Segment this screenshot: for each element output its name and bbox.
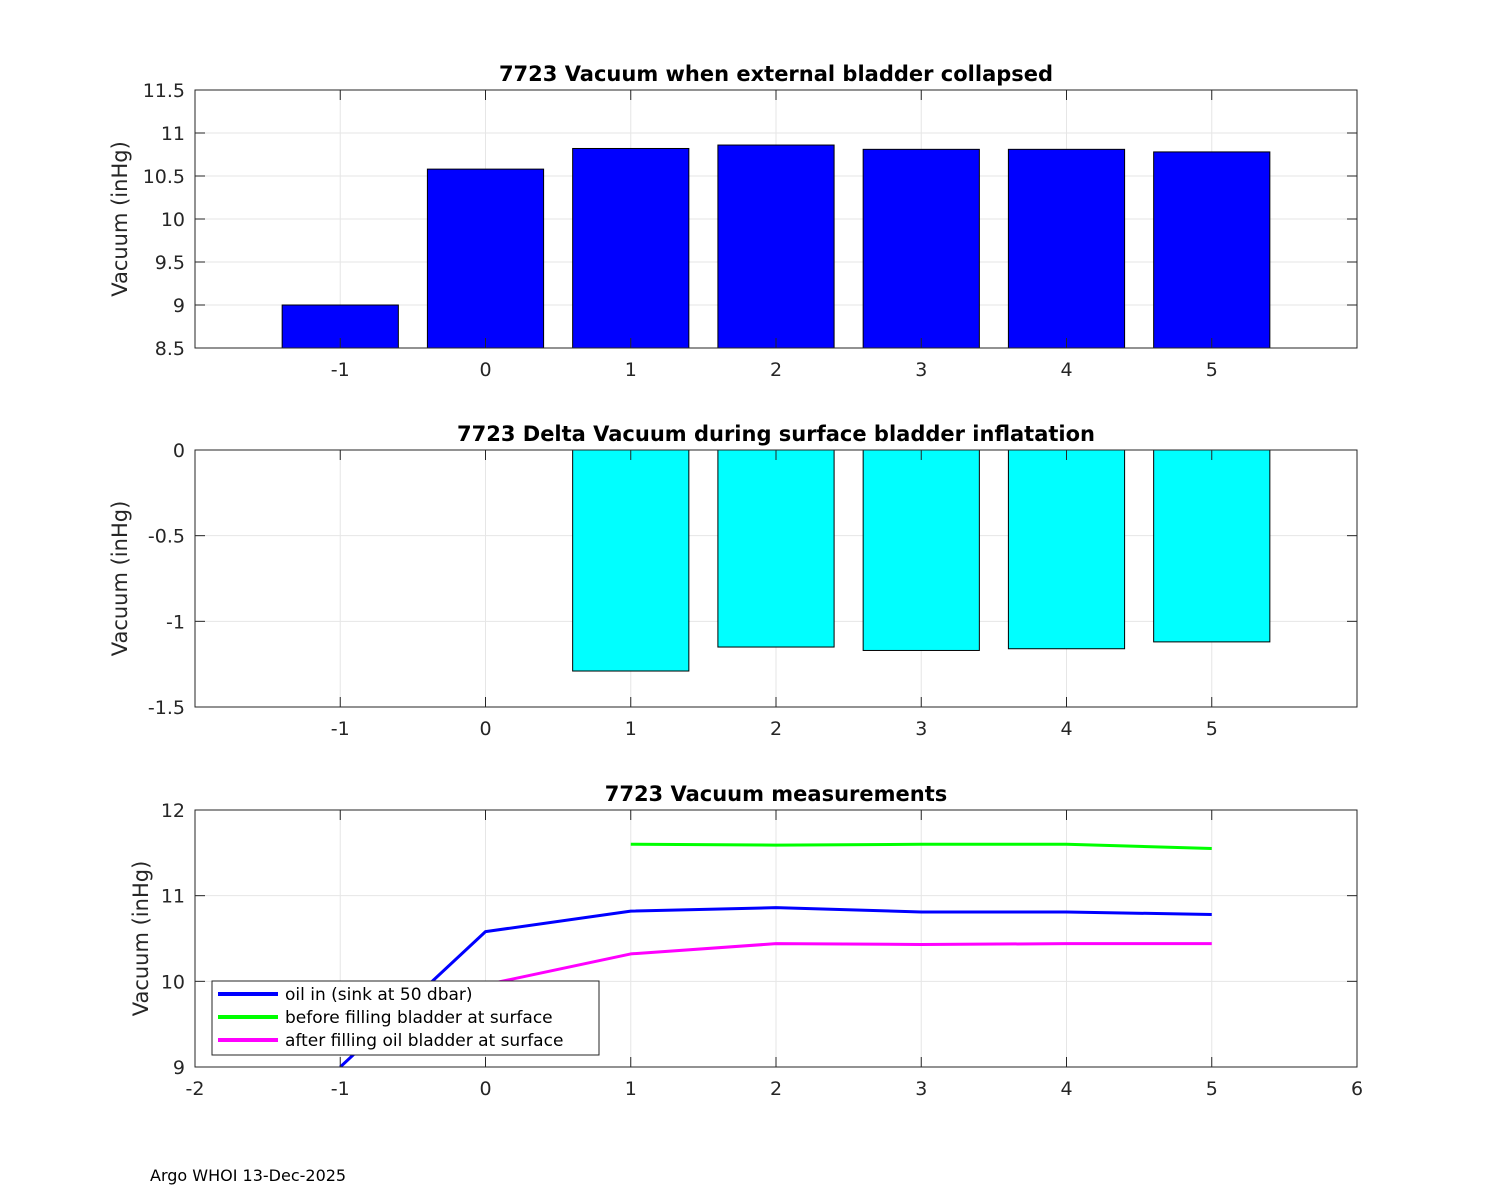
x-tick-label: 3 xyxy=(915,1078,927,1100)
legend-label-1: oil in (sink at 50 dbar) xyxy=(285,985,473,1005)
x-tick-label: 1 xyxy=(625,718,637,740)
y-tick-label: 10 xyxy=(161,971,185,993)
x-tick-label: 0 xyxy=(479,1078,491,1100)
bar-5 xyxy=(1153,151,1271,349)
y-tick-label: 0 xyxy=(173,440,185,462)
x-tick-label: 5 xyxy=(1206,359,1218,381)
chart-title: 7723 Vacuum measurements xyxy=(605,782,948,806)
series-line-3 xyxy=(485,942,1212,987)
bar-3 xyxy=(862,148,980,349)
bar-0 xyxy=(426,168,545,349)
bar-1 xyxy=(572,147,690,349)
bar-1 xyxy=(572,449,690,672)
chart-panel-1: -1 0 1 2 3 4 5 8.5 9 9.5 10 10.5 11 11.5 7723 Vacuum w… xyxy=(108,62,1358,381)
y-tick-label: 11 xyxy=(161,123,185,145)
y-tick-label: -1.5 xyxy=(148,697,185,719)
x-tick-label: 0 xyxy=(479,718,491,740)
chart-title: 7723 Vacuum when external bladder collap… xyxy=(499,62,1053,86)
legend-label-3: after filling oil bladder at surface xyxy=(285,1031,563,1051)
x-tick-label: -1 xyxy=(331,1078,350,1100)
x-tick-label: 4 xyxy=(1060,359,1072,381)
bar-5 xyxy=(1153,449,1271,643)
x-tick-label: 5 xyxy=(1206,1078,1218,1100)
series-line-2 xyxy=(630,842,1212,851)
y-tick-label: -0.5 xyxy=(148,526,185,548)
x-tick-label: 1 xyxy=(625,359,637,381)
x-tick-label: 2 xyxy=(770,359,782,381)
y-tick-label: 8.5 xyxy=(155,338,185,360)
y-tick-label: 9 xyxy=(173,1057,185,1079)
y-tick-label: 11 xyxy=(161,886,185,908)
y-axis-label: Vacuum (inHg) xyxy=(108,501,132,657)
y-tick-label: 9.5 xyxy=(155,252,185,274)
y-tick-label: -1 xyxy=(166,611,185,633)
bar-2 xyxy=(717,449,835,648)
chart-title: 7723 Delta Vacuum during surface bladder… xyxy=(457,422,1095,446)
y-axis-label: Vacuum (inHg) xyxy=(108,141,132,297)
y-tick-label: 10 xyxy=(161,209,185,231)
footer-credit: Argo WHOI 13-Dec-2025 xyxy=(150,1166,347,1185)
y-tick-label: 9 xyxy=(173,295,185,317)
bar-4 xyxy=(1007,449,1126,650)
y-tick-label: 10.5 xyxy=(143,166,185,188)
x-tick-label: 3 xyxy=(915,359,927,381)
series-line-1 xyxy=(339,906,1212,1067)
y-tick-label: 12 xyxy=(161,800,185,822)
y-axis-label: Vacuum (inHg) xyxy=(129,861,153,1017)
x-tick-label: 6 xyxy=(1351,1078,1363,1100)
legend: oil in (sink at 50 dbar) before filling b… xyxy=(211,980,600,1056)
legend-label-2: before filling bladder at surface xyxy=(285,1008,553,1028)
x-tick-label: 2 xyxy=(770,1078,782,1100)
x-tick-label: 2 xyxy=(770,718,782,740)
x-tick-label: 4 xyxy=(1060,1078,1072,1100)
chart-panel-2: -1 0 1 2 3 4 5 -1.5 -1 -0.5 0 7723 Delta Vacuum dur… xyxy=(108,422,1358,740)
x-tick-label: 5 xyxy=(1206,718,1218,740)
bar-3 xyxy=(862,449,980,651)
bar-4 xyxy=(1007,148,1126,349)
y-tick-label: 11.5 xyxy=(143,80,185,102)
x-tick-label: 3 xyxy=(915,718,927,740)
x-tick-label: 1 xyxy=(625,1078,637,1100)
x-tick-label: -1 xyxy=(331,359,350,381)
bar-2 xyxy=(717,144,835,349)
x-tick-label: -2 xyxy=(186,1078,205,1100)
x-tick-label: 0 xyxy=(479,359,491,381)
x-tick-label: 4 xyxy=(1060,718,1072,740)
x-tick-label: -1 xyxy=(331,718,350,740)
